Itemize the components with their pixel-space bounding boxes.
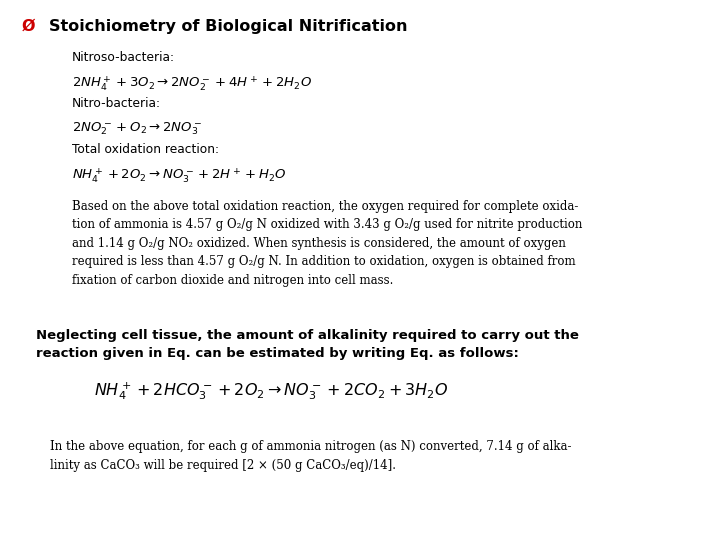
Text: Ø: Ø [22, 19, 35, 34]
Text: Stoichiometry of Biological Nitrification: Stoichiometry of Biological Nitrificatio… [49, 19, 408, 34]
Text: Total oxidation reaction:: Total oxidation reaction: [72, 143, 219, 156]
Text: Neglecting cell tissue, the amount of alkalinity required to carry out the
react: Neglecting cell tissue, the amount of al… [36, 329, 579, 360]
Text: Nitro-bacteria:: Nitro-bacteria: [72, 97, 161, 110]
Text: $2NH_4^+ + 3O_2 \rightarrow 2NO_2^- + 4H^+ + 2H_2O$: $2NH_4^+ + 3O_2 \rightarrow 2NO_2^- + 4H… [72, 75, 312, 93]
Text: Nitroso-bacteria:: Nitroso-bacteria: [72, 51, 175, 64]
Text: In the above equation, for each g of ammonia nitrogen (as N) converted, 7.14 g o: In the above equation, for each g of amm… [50, 440, 572, 471]
Text: $NH_4^+ + 2O_2 \rightarrow NO_3^- + 2H^+ + H_2O$: $NH_4^+ + 2O_2 \rightarrow NO_3^- + 2H^+… [72, 166, 287, 185]
Text: $NH_4^+ + 2HCO_3^- + 2O_2 \rightarrow NO_3^- + 2CO_2 + 3H_2O$: $NH_4^+ + 2HCO_3^- + 2O_2 \rightarrow NO… [94, 381, 448, 402]
Text: Based on the above total oxidation reaction, the oxygen required for complete ox: Based on the above total oxidation react… [72, 200, 582, 287]
Text: $2NO_2^- + O_2 \rightarrow 2NO_3^-$: $2NO_2^- + O_2 \rightarrow 2NO_3^-$ [72, 120, 203, 137]
